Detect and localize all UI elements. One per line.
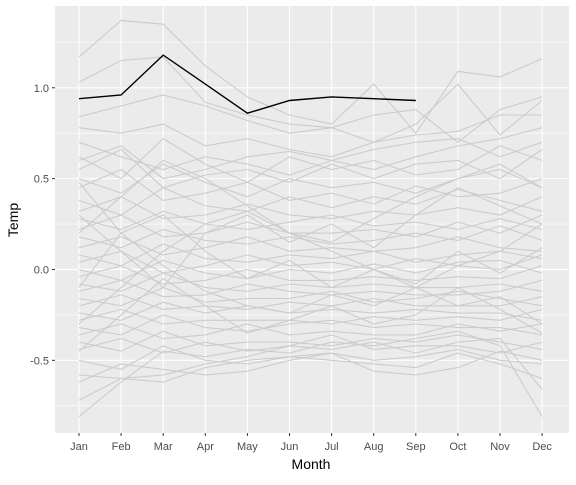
x-tick-label: Feb bbox=[112, 441, 131, 453]
y-tick-label: 0.0 bbox=[34, 264, 49, 276]
y-tick-label: 1.0 bbox=[34, 83, 49, 95]
series-line-35 bbox=[78, 138, 543, 180]
series-line-12 bbox=[78, 210, 543, 231]
plot-panel bbox=[55, 6, 569, 433]
series-line-32 bbox=[78, 350, 543, 383]
series-line-17 bbox=[78, 250, 543, 274]
series-line-40 bbox=[78, 159, 543, 243]
series-line-37 bbox=[78, 214, 543, 289]
series-line-3 bbox=[78, 94, 543, 143]
series-line-18 bbox=[78, 259, 543, 281]
x-tick-label: Mar bbox=[154, 441, 173, 453]
x-tick-label: May bbox=[237, 441, 258, 453]
x-tick-label: Nov bbox=[490, 441, 510, 453]
series-line-15 bbox=[78, 236, 543, 256]
series-line-1 bbox=[78, 19, 543, 135]
series-line-36 bbox=[78, 187, 543, 289]
x-tick-label: Dec bbox=[532, 441, 552, 453]
series-line-9 bbox=[78, 168, 543, 205]
axes: -0.5 0.0 0.5 1.0 Jan Feb Mar Apr May Jun Jul Aug Sep… bbox=[30, 83, 552, 453]
x-tick-label: Apr bbox=[197, 441, 214, 453]
series-line-31 bbox=[78, 352, 543, 383]
highlighted-series-line bbox=[78, 54, 416, 114]
series-line-6 bbox=[78, 137, 543, 183]
y-tick-label: -0.5 bbox=[30, 355, 49, 367]
y-axis-title: Temp bbox=[5, 203, 21, 237]
series-line-24 bbox=[78, 301, 543, 321]
series-line-20 bbox=[78, 272, 543, 292]
series-line-34 bbox=[78, 330, 543, 418]
x-tick-label: Oct bbox=[449, 441, 466, 453]
series-line-4 bbox=[78, 114, 543, 158]
series-line-39 bbox=[78, 210, 543, 325]
x-axis-title: Month bbox=[292, 456, 331, 472]
series-line-38 bbox=[78, 181, 543, 314]
series-line-7 bbox=[78, 148, 543, 189]
series-line-14 bbox=[78, 225, 543, 249]
series-line-8 bbox=[78, 163, 543, 198]
series-line-2 bbox=[78, 56, 543, 143]
series-line-27 bbox=[78, 323, 543, 340]
x-tick-label: Aug bbox=[364, 441, 384, 453]
x-tick-label: Jun bbox=[281, 441, 299, 453]
x-tick-label: Jan bbox=[70, 441, 88, 453]
series-line-16 bbox=[78, 243, 543, 267]
x-tick-label: Sep bbox=[406, 441, 426, 453]
series-line-26 bbox=[78, 314, 543, 336]
series-line-22 bbox=[78, 287, 543, 307]
series-lines bbox=[78, 19, 543, 418]
y-tick-label: 0.5 bbox=[34, 174, 49, 186]
series-line-28 bbox=[78, 330, 543, 352]
grid-lines bbox=[55, 6, 569, 433]
series-line-21 bbox=[78, 279, 543, 298]
x-tick-label: Jul bbox=[325, 441, 339, 453]
series-line-29 bbox=[78, 334, 543, 354]
series-line-41 bbox=[78, 277, 543, 352]
series-line-5 bbox=[78, 127, 543, 176]
series-line-11 bbox=[78, 196, 543, 220]
series-line-30 bbox=[78, 345, 543, 370]
